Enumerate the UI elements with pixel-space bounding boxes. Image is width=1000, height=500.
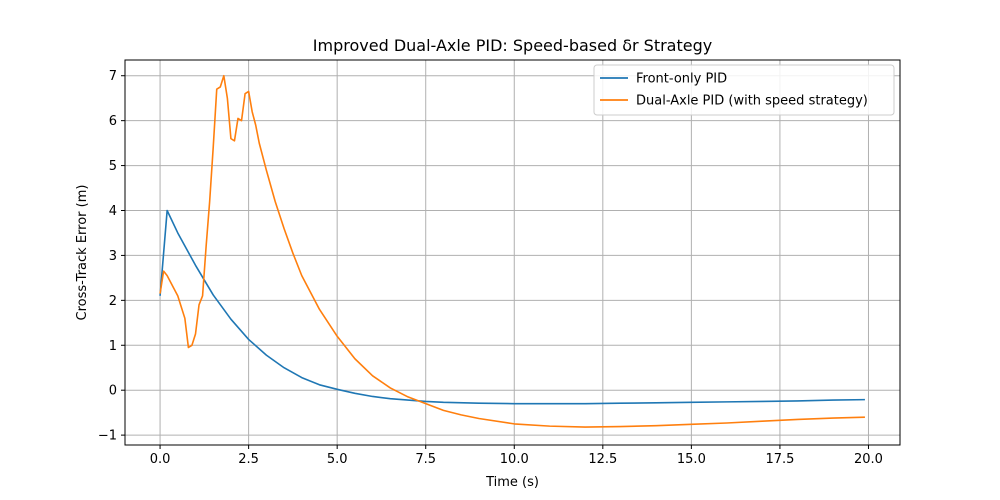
ticks: 0.0 2.5 5.0 7.5 10.0 12.5 15.0 17.5 20.0 −1 0 1 2 3 4 5… (98, 69, 883, 467)
x-tick-label: 2.5 (238, 452, 259, 467)
legend-items: Front-only PID Dual-Axle PID (with speed … (600, 72, 868, 109)
series-line-1 (159, 209, 865, 405)
x-axis-label: Time (s) (485, 475, 539, 490)
x-tick-label: 20.0 (854, 452, 883, 467)
series-line-2 (159, 74, 865, 428)
y-tick-label: 5 (109, 159, 117, 174)
series-layer (159, 74, 865, 428)
x-tick-label: 17.5 (765, 452, 794, 467)
legend-box (593, 64, 895, 116)
legend: Front-only PID Dual-Axle PID (with speed … (593, 64, 895, 116)
chart-title: Improved Dual-Axle PID: Speed-based δr S… (313, 36, 712, 55)
x-tick-label: 12.5 (588, 452, 617, 467)
y-tick-label: 2 (109, 294, 117, 309)
y-tick-label: −1 (98, 429, 117, 444)
y-tick-label: 7 (109, 69, 117, 84)
y-tick-label: 6 (109, 114, 117, 129)
x-tick-label: 0.0 (150, 452, 171, 467)
y-axis-label: Cross-Track Error (m) (75, 185, 90, 321)
legend-label-2: Dual-Axle PID (with speed strategy) (636, 94, 868, 109)
legend-label-1: Front-only PID (636, 72, 727, 87)
y-tick-label: 1 (109, 339, 117, 354)
x-tick-label: 5.0 (327, 452, 348, 467)
x-tick-label: 15.0 (677, 452, 706, 467)
grid (125, 60, 900, 445)
plot-frame (124, 59, 901, 446)
y-tick-label: 3 (109, 249, 117, 264)
x-tick-label: 7.5 (415, 452, 436, 467)
y-tick-label: 4 (109, 204, 117, 219)
x-tick-label: 10.0 (500, 452, 529, 467)
y-tick-label: 0 (109, 384, 117, 399)
